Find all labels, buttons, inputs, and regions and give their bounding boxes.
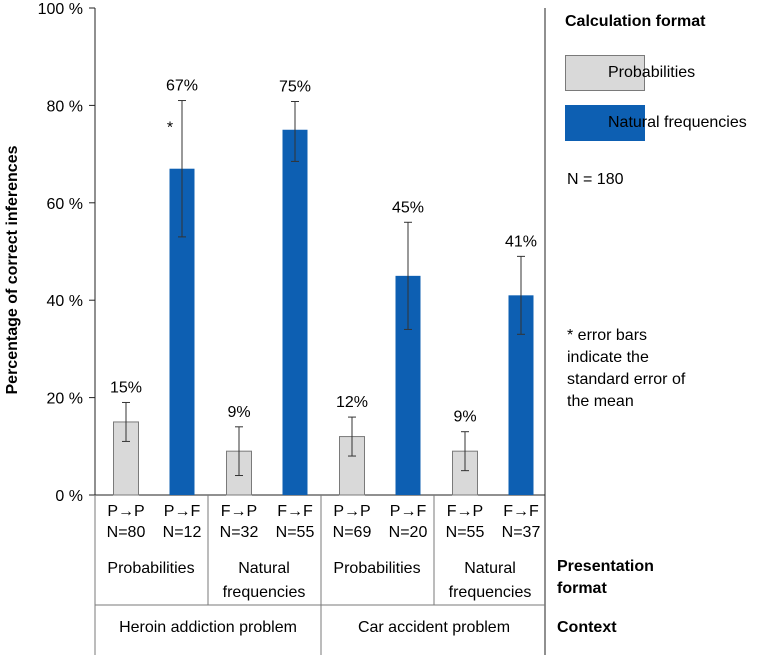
sample-size-label: N=55 xyxy=(446,524,485,541)
y-tick-label: 60 % xyxy=(47,196,83,213)
category-label: P→P xyxy=(107,503,144,520)
category-label: P→P xyxy=(333,503,370,520)
sample-size-label: N=32 xyxy=(220,524,259,541)
y-tick-label: 80 % xyxy=(47,98,83,115)
legend-label-probabilities: Probabilities xyxy=(608,64,696,81)
category-label: F→P xyxy=(447,503,483,520)
presentation-group-4: Natural frequencies xyxy=(449,560,532,601)
bar-value-label: 75% xyxy=(279,79,311,96)
sample-size-total: N = 180 xyxy=(567,171,624,188)
sample-size-label: N=55 xyxy=(276,524,315,541)
legend-swatch-probabilities xyxy=(565,55,645,91)
context-heroin: Heroin addiction problem xyxy=(119,619,297,636)
presentation-group-1: Probabilities xyxy=(107,560,194,577)
bar-value-label: 9% xyxy=(227,404,250,421)
bar-value-label: 9% xyxy=(453,409,476,426)
bar-value-label: 67% xyxy=(166,78,198,95)
sample-size-label: N=80 xyxy=(107,524,146,541)
sample-size-label: N=12 xyxy=(163,524,202,541)
bar-annotation: * xyxy=(167,120,173,137)
sample-size-label: N=20 xyxy=(389,524,428,541)
sample-size-label: N=37 xyxy=(502,524,541,541)
bar-value-label: 12% xyxy=(336,394,368,411)
bar xyxy=(282,129,308,495)
legend-swatch-natural-frequencies xyxy=(565,105,645,141)
category-label: F→F xyxy=(503,503,539,520)
y-tick-label: 0 % xyxy=(55,488,83,505)
error-bar-note: * error bars indicate the standard error… xyxy=(567,327,686,410)
context-label: Context xyxy=(557,619,617,636)
context-car: Car accident problem xyxy=(358,619,510,636)
y-tick-label: 100 % xyxy=(38,1,83,18)
category-label: F→F xyxy=(277,503,313,520)
presentation-group-3: Probabilities xyxy=(333,560,420,577)
y-tick-label: 40 % xyxy=(47,293,83,310)
category-label: F→P xyxy=(221,503,257,520)
y-axis-title: Percentage of correct inferences xyxy=(4,145,21,394)
legend-label-natural-frequencies: Natural frequencies xyxy=(608,114,747,131)
legend-title: Calculation format xyxy=(565,13,706,30)
category-label: P→F xyxy=(164,503,201,520)
y-tick-label: 20 % xyxy=(47,391,83,408)
bar-value-label: 15% xyxy=(110,379,142,396)
bar-value-label: 45% xyxy=(392,199,424,216)
presentation-group-2: Natural frequencies xyxy=(223,560,306,601)
presentation-format-label: Presentation format xyxy=(557,558,654,597)
sample-size-label: N=69 xyxy=(333,524,372,541)
category-label: P→F xyxy=(390,503,427,520)
bar-value-label: 41% xyxy=(505,233,537,250)
